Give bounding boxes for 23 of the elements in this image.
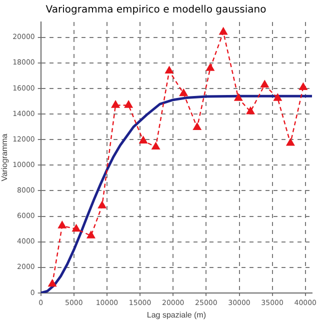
point xyxy=(165,66,174,74)
chart-title: Variogramma empirico e modello gaussiano xyxy=(46,4,266,16)
point xyxy=(152,142,160,150)
y-axis-title: Variogramma xyxy=(0,133,10,182)
point xyxy=(72,224,80,232)
point xyxy=(86,231,96,238)
point xyxy=(58,221,66,228)
point xyxy=(111,100,120,108)
point xyxy=(139,136,148,144)
point xyxy=(98,201,106,208)
point xyxy=(48,279,56,287)
point xyxy=(246,107,255,114)
point xyxy=(286,138,295,146)
point xyxy=(274,94,282,101)
point xyxy=(193,122,202,130)
point xyxy=(124,100,133,108)
x-axis-title: Lag spaziale (m) xyxy=(146,310,206,320)
point xyxy=(234,94,242,101)
point xyxy=(299,82,308,90)
point xyxy=(180,88,188,96)
point xyxy=(260,80,269,88)
point xyxy=(206,64,214,71)
point xyxy=(219,28,228,35)
